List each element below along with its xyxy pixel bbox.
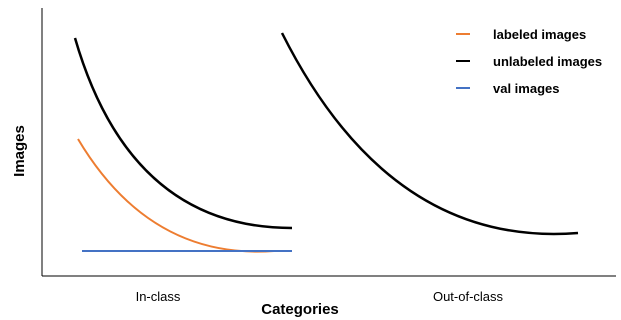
x-axis-title: Categories (261, 301, 339, 318)
category-label-out-of-class: Out-of-class (433, 289, 504, 304)
legend-label-labeled-images: labeled images (493, 27, 586, 42)
series-unlabeled-images-in-class (73, 37, 293, 230)
category-label-in-class: In-class (136, 289, 181, 304)
legend-label-val-images: val images (493, 81, 560, 96)
series-unlabeled-images-out-of-class (280, 32, 579, 236)
legend: labeled images unlabeled images val imag… (456, 27, 602, 96)
legend-label-unlabeled-images: unlabeled images (493, 54, 602, 69)
y-axis-title: Images (11, 125, 28, 177)
